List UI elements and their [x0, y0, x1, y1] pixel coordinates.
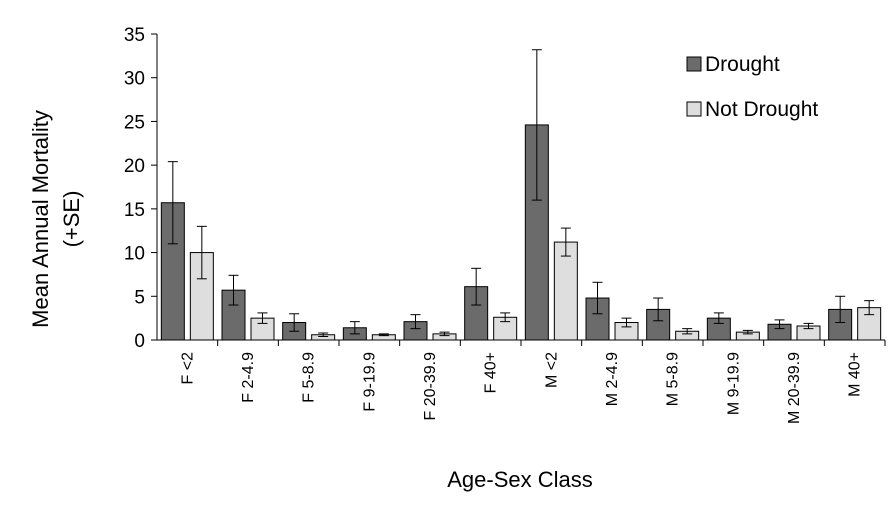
bars-group — [160, 124, 882, 341]
x-tick-label: F 20-39.9 — [422, 352, 439, 421]
y-tick-label: 15 — [124, 200, 145, 221]
legend-swatch-drought — [686, 56, 702, 72]
legend-swatch-not-drought — [686, 101, 702, 117]
x-tick-label: M 40+ — [847, 352, 864, 397]
y-tick-label: 5 — [134, 287, 145, 308]
x-tick-label: F <2 — [179, 352, 196, 385]
y-tick-label: 20 — [124, 156, 145, 177]
bar-not-drought — [553, 241, 578, 341]
x-tick-label: F 5-8.9 — [301, 352, 318, 403]
y-axis: 0 5 10 15 20 25 30 35 — [124, 25, 158, 352]
y-tick-label: 30 — [124, 69, 145, 90]
x-tick-label: M 9-19.9 — [725, 352, 742, 415]
x-tick-label: M <2 — [543, 352, 560, 388]
x-tick-label: M 5-8.9 — [665, 352, 682, 406]
y-tick-label: 35 — [124, 25, 145, 46]
x-tick-label: F 40+ — [483, 352, 500, 393]
legend-label-not-drought: Not Drought — [705, 98, 818, 121]
x-axis: F <2 F 2-4.9 F 5-8.9 F 9-19.9 F 20-39.9 F 40+… — [157, 339, 886, 424]
y-tick-label: 0 — [134, 331, 145, 352]
error-bars-group — [167, 49, 875, 338]
y-axis-title: Mean Annual Mortality — [28, 110, 53, 328]
y-tick-label: 10 — [124, 244, 145, 265]
x-tick-label: M 2-4.9 — [604, 352, 621, 406]
legend: Drought Not Drought — [686, 53, 818, 121]
legend-label-drought: Drought — [705, 53, 780, 76]
x-tick-label: F 9-19.9 — [361, 352, 378, 412]
x-tick-label: F 2-4.9 — [240, 352, 257, 403]
x-axis-title: Age-Sex Class — [447, 467, 593, 492]
y-axis-title-unit: (+SE) — [59, 191, 84, 248]
y-tick-label: 25 — [124, 112, 145, 133]
x-tick-label: M 20-39.9 — [786, 352, 803, 424]
